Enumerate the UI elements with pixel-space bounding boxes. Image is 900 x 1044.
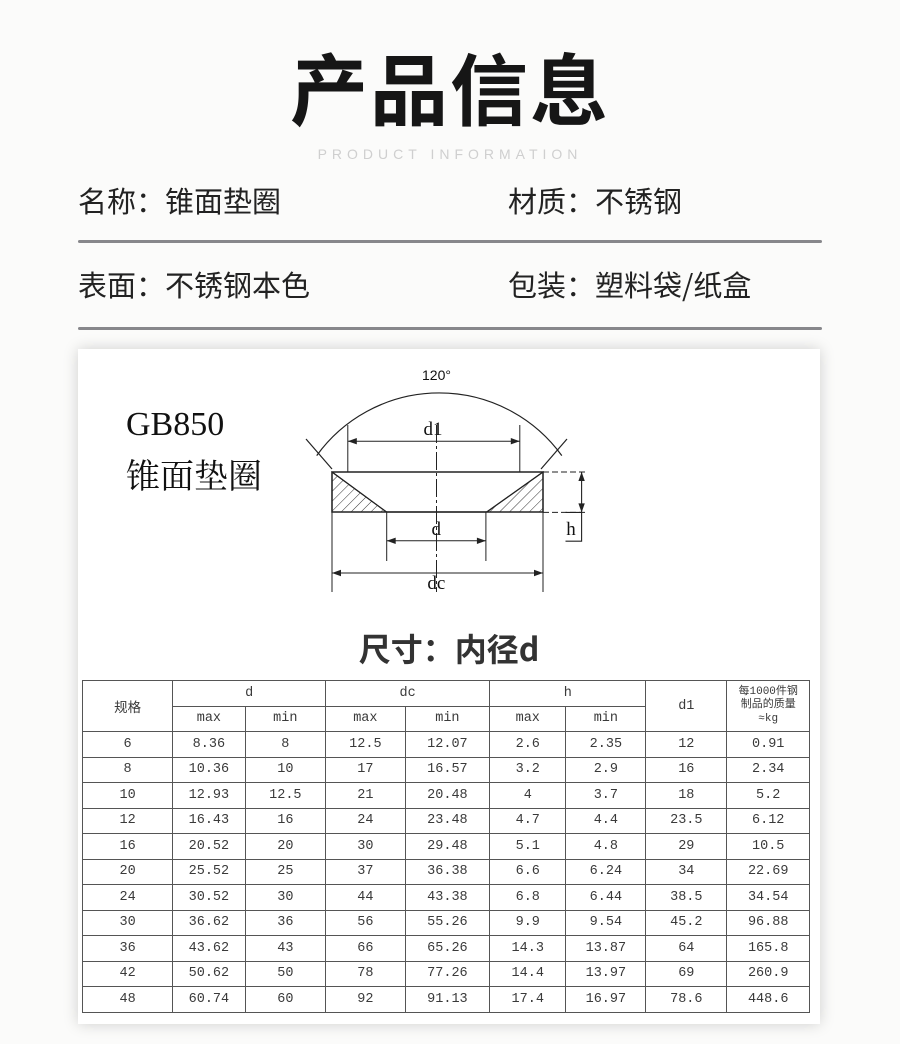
svg-text:120°: 120° <box>422 367 451 383</box>
svg-text:h: h <box>566 519 576 540</box>
svg-text:d: d <box>432 519 442 540</box>
svg-text:dc: dc <box>427 573 445 594</box>
svg-text:d1: d1 <box>424 419 443 440</box>
